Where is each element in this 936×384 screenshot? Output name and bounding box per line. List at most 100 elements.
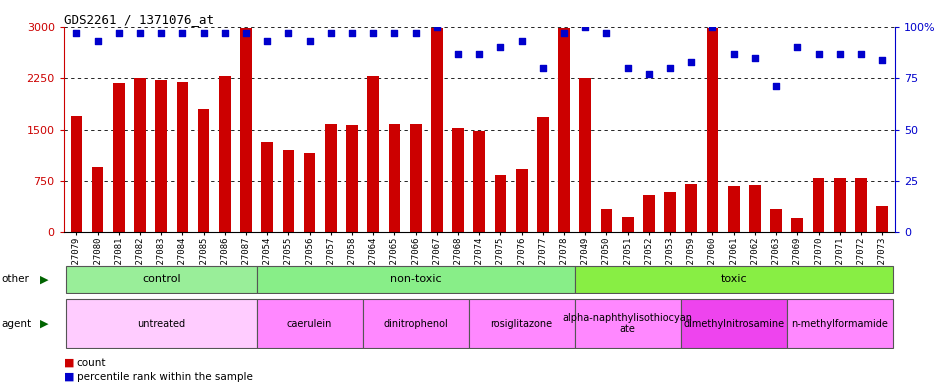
Point (365, 30, 380, 36)
Bar (664, 192, 675, 232)
Bar (256, 266, 574, 293)
Bar (812, 177, 824, 232)
Text: non-toxic: non-toxic (389, 274, 441, 285)
Bar (875, 206, 887, 232)
Bar (769, 209, 782, 232)
Bar (685, 184, 696, 232)
Text: ■: ■ (64, 358, 74, 368)
Point (175, 30, 190, 36)
Point (578, 24, 592, 30)
Text: dimethylnitrosamine: dimethylnitrosamine (682, 318, 783, 329)
Point (514, 38, 529, 44)
Bar (362, 299, 468, 348)
Text: ■: ■ (64, 372, 74, 382)
Bar (600, 209, 611, 232)
Point (429, 24, 444, 30)
Bar (727, 186, 739, 232)
Bar (791, 218, 802, 232)
Bar (833, 177, 844, 232)
Point (704, 24, 719, 30)
Bar (536, 117, 548, 232)
Bar (113, 83, 124, 232)
Text: dinitrophenol: dinitrophenol (383, 318, 447, 329)
Bar (70, 116, 82, 232)
Point (598, 30, 613, 36)
Text: GDS2261 / 1371076_at: GDS2261 / 1371076_at (64, 13, 213, 26)
Bar (240, 28, 252, 232)
Bar (516, 169, 527, 232)
Bar (622, 217, 633, 232)
Bar (473, 131, 485, 232)
Point (111, 30, 126, 36)
Point (811, 51, 826, 57)
Point (725, 51, 740, 57)
Point (620, 65, 635, 71)
Point (662, 65, 677, 71)
Text: rosiglitazone: rosiglitazone (490, 318, 552, 329)
Bar (66, 266, 256, 293)
Bar (574, 266, 892, 293)
Point (853, 51, 868, 57)
Point (873, 57, 888, 63)
Point (387, 30, 402, 36)
Bar (452, 128, 463, 232)
Bar (578, 78, 591, 232)
Point (259, 38, 274, 44)
Bar (786, 299, 892, 348)
Point (69, 30, 84, 36)
Point (768, 83, 782, 89)
Bar (680, 299, 786, 348)
Bar (219, 76, 230, 232)
Point (450, 51, 465, 57)
Point (831, 51, 846, 57)
Bar (409, 124, 421, 232)
Point (492, 44, 507, 50)
Point (132, 30, 147, 36)
Point (281, 30, 296, 36)
Bar (134, 78, 146, 232)
Point (344, 30, 359, 36)
Bar (431, 28, 442, 232)
Point (471, 51, 486, 57)
Bar (197, 109, 210, 232)
Point (154, 30, 168, 36)
Point (534, 65, 549, 71)
Text: ▶: ▶ (40, 274, 49, 285)
Bar (325, 124, 336, 232)
Point (641, 71, 656, 77)
Point (301, 38, 316, 44)
Bar (642, 195, 654, 232)
Point (408, 30, 423, 36)
Text: n-methylformamide: n-methylformamide (790, 318, 887, 329)
Bar (574, 299, 680, 348)
Bar (176, 82, 188, 232)
Bar (706, 28, 718, 232)
Point (90, 38, 105, 44)
Bar (66, 299, 256, 348)
Point (217, 30, 232, 36)
Bar (92, 167, 103, 232)
Point (323, 30, 338, 36)
Text: other: other (2, 274, 30, 285)
Text: percentile rank within the sample: percentile rank within the sample (77, 372, 253, 382)
Text: control: control (141, 274, 181, 285)
Point (556, 30, 571, 36)
Point (789, 44, 804, 50)
Point (196, 30, 211, 36)
Bar (346, 126, 358, 232)
Point (239, 30, 254, 36)
Bar (468, 299, 574, 348)
Text: alpha-naphthylisothiocyan
ate: alpha-naphthylisothiocyan ate (563, 313, 692, 334)
Text: toxic: toxic (720, 274, 746, 285)
Point (747, 55, 762, 61)
Bar (494, 175, 505, 232)
Bar (748, 185, 760, 232)
Text: count: count (77, 358, 106, 368)
Text: ▶: ▶ (40, 318, 49, 329)
Bar (261, 142, 272, 232)
Bar (283, 150, 294, 232)
Bar (367, 76, 379, 232)
Bar (558, 28, 569, 232)
Text: caerulein: caerulein (286, 318, 332, 329)
Bar (256, 299, 362, 348)
